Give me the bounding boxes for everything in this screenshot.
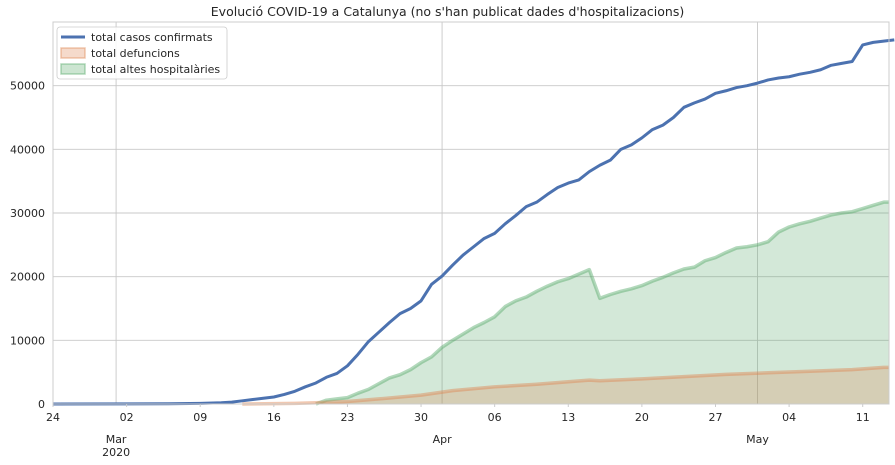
x-tick-label: 13 [561,411,575,424]
legend-label: total casos confirmats [91,31,213,44]
total-casos-confirmats-line [52,38,895,406]
x-tick-label: 16 [267,411,281,424]
y-tick-label: 50000 [10,80,45,93]
x-tick-label: 20 [635,411,649,424]
x-tick-label: 30 [414,411,428,424]
legend: total casos confirmats total defuncions to… [56,26,228,80]
legend-label: total defuncions [91,47,180,60]
x-tick-label: 02 [120,411,134,424]
x-tick-label: 27 [708,411,722,424]
total-altes-hospital-ries-edge [315,200,889,406]
chart-title: Evolució COVID-19 a Catalunya (no s'han … [210,4,685,19]
total-altes-hospital-ries-area [315,202,890,404]
total-defuncions-area [242,367,889,404]
plot-frame [52,21,890,405]
legend-swatch-area [60,63,86,75]
legend-label: total altes hospitalàries [91,63,220,76]
y-tick-label: 0 [38,398,45,411]
x-tick-label: 04 [782,411,796,424]
x-tick-label: 09 [193,411,207,424]
y-tick-label: 20000 [10,271,45,284]
legend-swatch-area [60,47,86,59]
x-month-label: Mar [106,433,127,446]
total-defuncions-edge [242,365,889,406]
legend-frame [56,26,228,80]
x-year-label: 2020 [102,446,130,459]
x-month-label: May [746,433,769,446]
x-tick-label: 24 [46,411,60,424]
y-tick-label: 10000 [10,334,45,347]
y-tick-label: 40000 [10,143,45,156]
y-tick-label: 30000 [10,207,45,220]
x-tick-label: 06 [488,411,502,424]
x-tick-label: 23 [340,411,354,424]
x-tick-label: 11 [856,411,870,424]
x-month-label: Apr [433,433,453,446]
